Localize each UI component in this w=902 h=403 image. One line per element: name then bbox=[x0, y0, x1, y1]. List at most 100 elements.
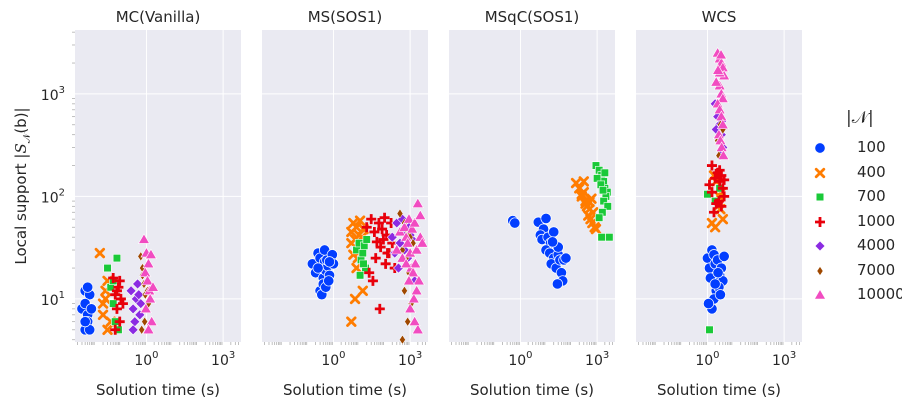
legend-item-100: 100 bbox=[806, 136, 902, 160]
minor-ticks bbox=[72, 31, 239, 345]
point-1000 bbox=[110, 324, 121, 335]
point-400 bbox=[578, 176, 589, 187]
legend-marker-diamond bbox=[814, 240, 826, 252]
legend-item-700: 700 bbox=[806, 185, 902, 209]
x-axis-label: Solution time (s) bbox=[96, 381, 220, 399]
point-4000 bbox=[127, 324, 139, 336]
point-10000 bbox=[717, 149, 730, 160]
panel-background bbox=[449, 30, 615, 342]
point-100 bbox=[709, 278, 721, 290]
panel-4: WCS 100 103 Solution time (s) bbox=[636, 8, 802, 399]
point-7000 bbox=[404, 316, 411, 327]
x-tick-label: 100 bbox=[134, 350, 158, 369]
point-10000 bbox=[411, 197, 424, 208]
point-1000 bbox=[716, 201, 727, 212]
point-10000 bbox=[712, 64, 725, 75]
point-700 bbox=[362, 235, 371, 244]
point-10000 bbox=[137, 233, 151, 244]
panel-2: MS(SOS1) 100 103 Solution time (s) bbox=[262, 8, 429, 399]
point-10000 bbox=[407, 266, 420, 278]
point-10000 bbox=[412, 274, 425, 286]
point-1000 bbox=[366, 214, 377, 225]
point-10000 bbox=[144, 248, 157, 260]
legend-item-4000: 4000 bbox=[806, 234, 902, 258]
point-700 bbox=[358, 248, 367, 258]
y-tick-label: 102 bbox=[41, 187, 65, 206]
y-tick-label: 103 bbox=[41, 85, 65, 104]
point-100 bbox=[540, 212, 552, 224]
legend-label: 4000 bbox=[857, 236, 896, 254]
point-1000 bbox=[114, 275, 125, 286]
point-1000 bbox=[706, 160, 717, 171]
point-10000 bbox=[404, 302, 417, 314]
point-10000 bbox=[142, 323, 155, 335]
point-400 bbox=[576, 189, 587, 200]
point-10000 bbox=[402, 274, 415, 286]
x-tick-label: 103 bbox=[211, 350, 235, 369]
point-10000 bbox=[416, 237, 429, 248]
legend-marker bbox=[814, 240, 826, 252]
panel-background bbox=[262, 30, 428, 342]
point-1000 bbox=[369, 226, 380, 237]
point-400 bbox=[357, 285, 368, 297]
legend-marker bbox=[815, 192, 825, 202]
point-4000 bbox=[133, 289, 145, 301]
point-1000 bbox=[114, 316, 125, 327]
point-1000 bbox=[377, 224, 388, 235]
panel-3: MSqC(SOS1) 100 103 Solution time (s) bbox=[449, 8, 615, 399]
point-7000 bbox=[141, 316, 148, 327]
legend-marker-thin-diamond bbox=[816, 265, 824, 276]
point-700 bbox=[600, 168, 609, 177]
point-100 bbox=[85, 303, 97, 315]
minor-ticks bbox=[638, 342, 800, 345]
point-400 bbox=[717, 213, 729, 225]
point-10000 bbox=[398, 221, 411, 232]
point-700 bbox=[359, 259, 368, 268]
point-100 bbox=[551, 278, 563, 290]
point-10000 bbox=[146, 281, 160, 292]
legend-marker bbox=[814, 142, 826, 154]
point-100 bbox=[548, 226, 560, 238]
point-1000 bbox=[108, 272, 119, 283]
point-100 bbox=[323, 256, 336, 268]
panel-title: MS(SOS1) bbox=[308, 8, 383, 26]
point-1000 bbox=[361, 222, 372, 233]
point-400 bbox=[584, 196, 595, 208]
point-10000 bbox=[715, 48, 728, 60]
point-10000 bbox=[145, 315, 158, 326]
point-1000 bbox=[704, 179, 715, 190]
point-1000 bbox=[380, 258, 391, 269]
legend-marker bbox=[813, 288, 827, 300]
panel-title: MSqC(SOS1) bbox=[485, 8, 580, 26]
point-1000 bbox=[371, 236, 382, 247]
point-1000 bbox=[708, 207, 719, 218]
legend-item-400: 400 bbox=[806, 161, 902, 185]
minor-ticks bbox=[451, 342, 613, 345]
x-axis-label: Solution time (s) bbox=[283, 381, 407, 399]
legend-marker-x bbox=[814, 167, 826, 178]
point-400 bbox=[354, 215, 366, 226]
point-4000 bbox=[132, 278, 144, 290]
point-700 bbox=[605, 233, 614, 242]
legend-marker-triangle bbox=[813, 288, 827, 300]
point-700 bbox=[112, 254, 122, 263]
point-10000 bbox=[715, 141, 728, 152]
point-400 bbox=[351, 262, 362, 274]
point-700 bbox=[109, 299, 118, 308]
point-400 bbox=[590, 223, 602, 235]
point-1000 bbox=[711, 198, 722, 209]
legend-label: 10000 bbox=[857, 285, 902, 303]
point-1000 bbox=[374, 303, 385, 314]
point-1000 bbox=[117, 298, 128, 309]
point-7000 bbox=[401, 285, 408, 296]
point-10000 bbox=[414, 209, 427, 220]
point-10000 bbox=[402, 213, 415, 224]
point-400 bbox=[709, 222, 721, 233]
point-1000 bbox=[111, 303, 122, 314]
point-1000 bbox=[370, 253, 381, 264]
legend-label: 100 bbox=[857, 138, 886, 156]
point-700 bbox=[355, 271, 365, 280]
legend-label: 400 bbox=[857, 162, 886, 181]
point-400 bbox=[97, 298, 109, 309]
